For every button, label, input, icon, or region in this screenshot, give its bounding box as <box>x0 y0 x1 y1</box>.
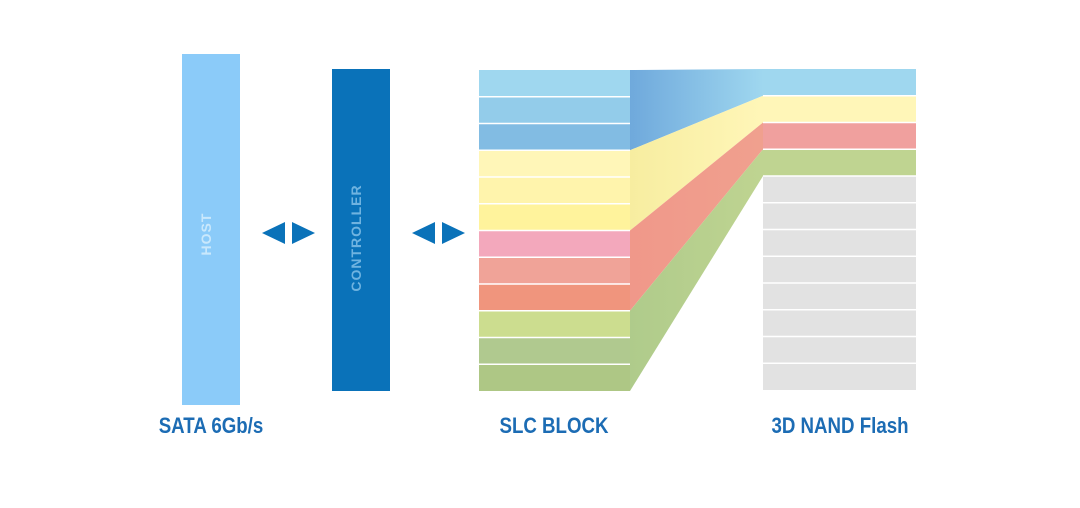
svg-text:SLC BLOCK: SLC BLOCK <box>499 415 608 439</box>
svg-text:CONTROLLER: CONTROLLER <box>348 184 364 291</box>
svg-text:3D NAND Flash: 3D NAND Flash <box>771 415 908 439</box>
svg-text:HOST: HOST <box>198 213 214 256</box>
svg-text:SATA 6Gb/s: SATA 6Gb/s <box>159 415 264 439</box>
